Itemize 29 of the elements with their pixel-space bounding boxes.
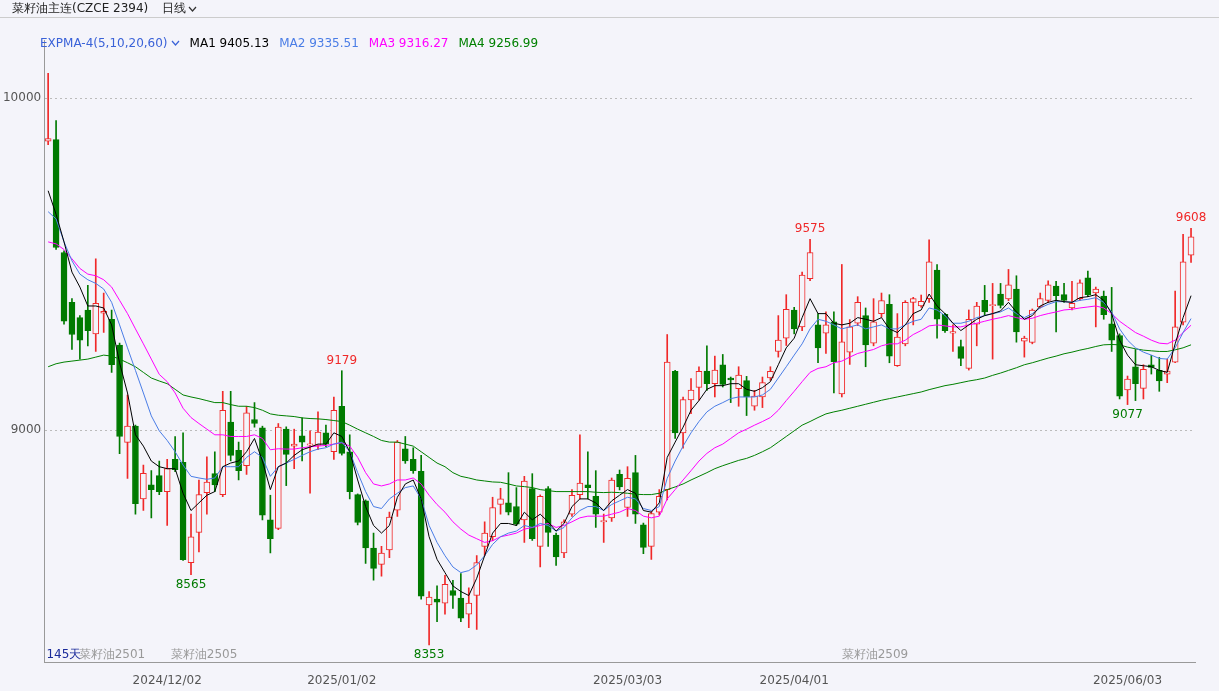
y-tick-label: 10000 <box>2 90 42 105</box>
annotation: 9608 <box>1175 210 1207 225</box>
text: MA4 9256.99 <box>458 36 539 50</box>
candlestick <box>100 292 108 333</box>
annotation: 9575 <box>794 221 826 236</box>
annotation: 9179 <box>326 352 358 367</box>
text: MA2 9335.51 <box>279 36 359 50</box>
candlestick <box>44 72 52 145</box>
x-tick-label: 2024/12/02 <box>132 672 202 687</box>
candlestick <box>147 470 155 519</box>
x-tick-label: 2025/06/03 <box>1092 672 1163 687</box>
annotation: 菜籽油2505 <box>170 646 238 661</box>
text: MA3 9316.27 <box>368 36 449 50</box>
candlestick <box>306 430 314 494</box>
x-tick-label: 2025/04/01 <box>759 672 829 687</box>
x-tick-label: 2025/03/03 <box>592 672 663 687</box>
text: MA1 9405.13 <box>189 36 270 50</box>
candlestick <box>949 324 957 352</box>
annotation: 8353 <box>413 647 445 662</box>
candlestick <box>449 579 457 609</box>
chart-subtitle: 日线 <box>162 0 187 17</box>
annotation: 菜籽油2501 <box>78 646 146 661</box>
annotation: 8565 <box>175 576 207 591</box>
y-tick-label: 9000 <box>10 422 42 437</box>
annotation: 9077 <box>1112 406 1143 421</box>
legend-title: EXPMA-4(5,10,20,60) <box>40 36 168 50</box>
x-tick-label: 2025/01/02 <box>307 672 377 687</box>
annotation: 菜籽油2509 <box>841 646 909 661</box>
chart-title: 菜籽油主连(CZCE 2394) <box>12 0 149 17</box>
